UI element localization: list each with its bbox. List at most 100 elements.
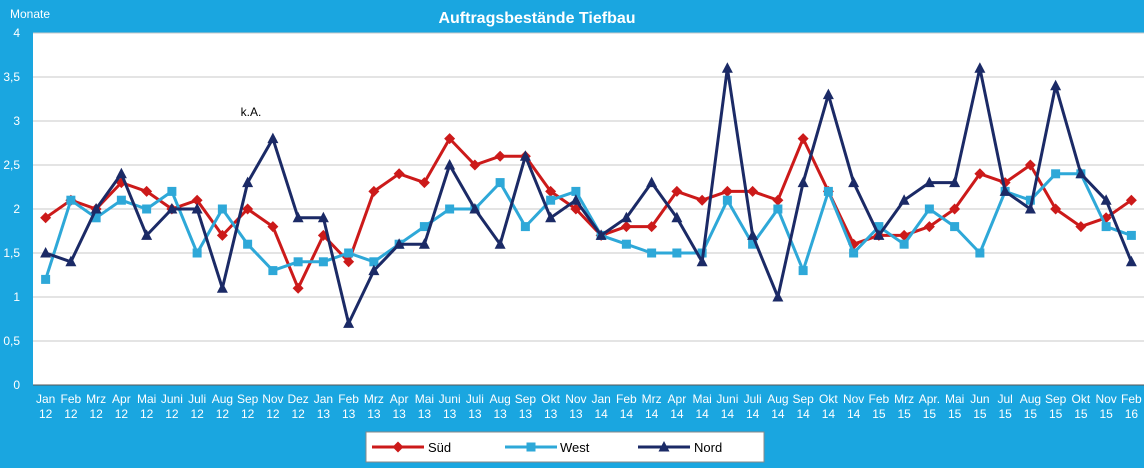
x-tick-year: 12 [216, 407, 230, 421]
data-point-west [268, 266, 278, 276]
data-point-s-d [620, 221, 632, 233]
series-nord [40, 62, 1137, 328]
x-tick-year: 12 [39, 407, 53, 421]
data-point-west [66, 195, 76, 205]
x-tick-year: 14 [796, 407, 810, 421]
x-tick-year: 15 [998, 407, 1012, 421]
data-point-nord [519, 150, 531, 161]
data-point-west [899, 239, 909, 249]
data-point-nord [242, 176, 254, 188]
x-tick-year: 13 [569, 407, 583, 421]
data-point-s-d [368, 185, 380, 197]
data-point-nord [40, 247, 52, 258]
x-tick-year: 13 [519, 407, 533, 421]
x-tick-year: 14 [771, 407, 785, 421]
x-tick-month: Aug [212, 392, 233, 406]
x-tick-year: 14 [620, 407, 634, 421]
data-point-s-d [974, 168, 986, 180]
x-tick-month: Feb [869, 392, 890, 406]
data-point-west [849, 248, 859, 258]
x-tick-month: Sep [792, 392, 814, 406]
x-tick-year: 15 [1074, 407, 1088, 421]
data-point-nord [1024, 203, 1036, 214]
data-point-nord [721, 62, 733, 73]
data-point-west [546, 195, 556, 205]
data-point-s-d [1050, 203, 1062, 215]
data-point-nord [570, 194, 582, 205]
y-tick-labels: 0 0,5 1 1,5 2 2,5 3 3,5 4 [3, 26, 20, 392]
legend-marker-nord [658, 441, 670, 452]
data-point-west [1051, 169, 1061, 179]
x-tick-year: 15 [872, 407, 886, 421]
x-tick-year: 12 [140, 407, 154, 421]
y-tick-label: 3,5 [3, 70, 20, 84]
x-tick-year: 15 [923, 407, 937, 421]
legend-box [365, 431, 765, 463]
x-tick-year: 14 [645, 407, 659, 421]
data-point-nord [620, 211, 632, 223]
x-tick-month: Mai [945, 392, 964, 406]
data-point-west [142, 204, 152, 214]
data-point-west [419, 222, 429, 232]
data-point-west [318, 257, 328, 267]
x-tick-month: Mrz [642, 392, 662, 406]
data-point-nord [292, 211, 304, 223]
data-point-nord [469, 203, 481, 214]
data-point-s-d [418, 177, 430, 189]
x-tick-year: 14 [746, 407, 760, 421]
x-tick-month: Mai [692, 392, 711, 406]
y-tick-label: 0,5 [3, 334, 20, 348]
data-point-west [621, 239, 631, 249]
data-point-nord [898, 194, 910, 205]
y-tick-label: 0 [13, 378, 20, 392]
x-tick-year: 12 [266, 407, 280, 421]
x-tick-month: Mrz [894, 392, 914, 406]
data-point-nord [797, 176, 809, 188]
x-tick-month: Feb [1121, 392, 1142, 406]
data-point-west [647, 248, 657, 258]
x-tick-year: 14 [695, 407, 709, 421]
x-tick-month: Jan [314, 392, 333, 406]
data-point-nord [772, 291, 784, 302]
data-point-nord [343, 317, 355, 328]
data-point-nord [671, 211, 683, 223]
legend-marker-west [526, 442, 536, 452]
x-tick-year: 13 [342, 407, 356, 421]
x-tick-month: Apr [390, 392, 409, 406]
y-tick-label: 1,5 [3, 246, 20, 260]
x-tick-month: Juni [439, 392, 461, 406]
y-axis-unit-label: Monate [10, 7, 50, 21]
data-point-s-d [949, 203, 961, 215]
x-tick-year: 15 [1049, 407, 1063, 421]
data-point-nord [999, 185, 1011, 196]
x-tick-year: 13 [544, 407, 558, 421]
data-point-west [520, 222, 530, 232]
x-tick-year: 13 [392, 407, 406, 421]
data-point-s-d [343, 256, 355, 268]
x-tick-year: 12 [89, 407, 103, 421]
x-tick-month: Juli [188, 392, 206, 406]
data-point-s-d [141, 185, 153, 197]
data-point-nord [923, 176, 935, 188]
x-tick-month: Aug [1020, 392, 1041, 406]
data-point-s-d [469, 159, 481, 171]
x-tick-month: Aug [767, 392, 788, 406]
data-point-west [41, 274, 51, 284]
x-tick-month: Mai [137, 392, 156, 406]
legend: Süd West Nord [365, 431, 765, 463]
data-point-west [924, 204, 934, 214]
x-tick-month: Apr [668, 392, 687, 406]
y-tick-label: 3 [13, 114, 20, 128]
series-line-nord [45, 66, 1133, 325]
x-tick-month: Okt [819, 392, 838, 406]
x-tick-month: Sep [515, 392, 537, 406]
x-tick-year: 15 [1099, 407, 1113, 421]
data-point-nord [267, 132, 279, 144]
legend-marker-s-d [392, 441, 404, 453]
x-tick-month: Jan [36, 392, 55, 406]
series-layer [40, 62, 1137, 328]
data-point-s-d [696, 194, 708, 206]
x-tick-month: Jun [970, 392, 989, 406]
x-tick-month: Feb [616, 392, 637, 406]
